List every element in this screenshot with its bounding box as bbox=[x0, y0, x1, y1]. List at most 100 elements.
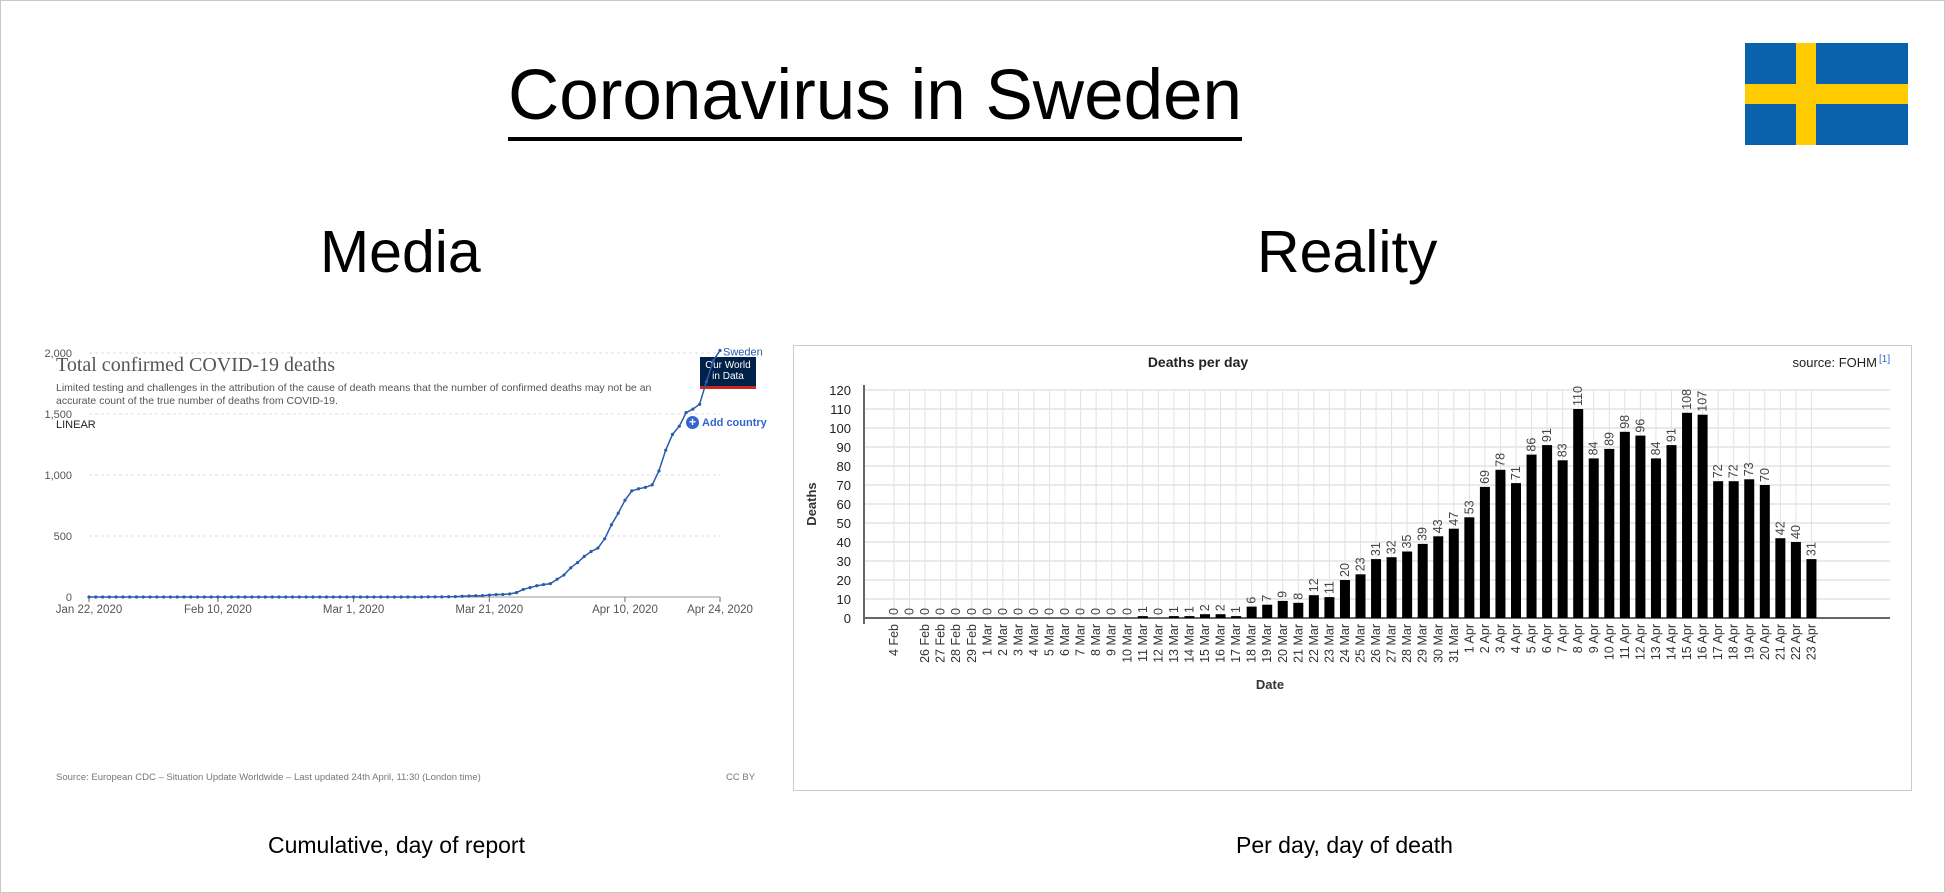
bar-value-label: 0 bbox=[1058, 608, 1072, 615]
bar bbox=[1464, 517, 1475, 618]
deaths-per-day-bar-chart: Deaths per day source: FOHM [1]01020304050… bbox=[804, 354, 1890, 692]
x-tick-label: 17 Apr bbox=[1711, 624, 1725, 660]
bar-value-label: 0 bbox=[934, 608, 948, 615]
bar-value-label: 8 bbox=[1291, 593, 1305, 600]
bar bbox=[1542, 445, 1553, 618]
x-tick-label: 26 Feb bbox=[918, 624, 932, 663]
reality-heading: Reality bbox=[1257, 219, 1438, 285]
data-point bbox=[257, 595, 261, 599]
slide-title: Coronavirus in Sweden bbox=[0, 55, 1750, 141]
bar bbox=[1200, 614, 1210, 618]
x-tick-label: 2 Apr bbox=[1478, 624, 1492, 653]
data-point bbox=[413, 595, 417, 599]
bar bbox=[1371, 559, 1382, 618]
bar-value-label: 42 bbox=[1773, 521, 1787, 535]
x-tick-label: 13 Mar bbox=[1167, 624, 1181, 663]
bar-value-label: 0 bbox=[1027, 608, 1041, 615]
x-tick-label: 22 Mar bbox=[1307, 624, 1321, 663]
data-point bbox=[440, 595, 444, 599]
bar-value-label: 72 bbox=[1727, 464, 1741, 478]
bar bbox=[1339, 580, 1350, 618]
data-point bbox=[155, 595, 159, 599]
bar-value-label: 0 bbox=[903, 608, 917, 615]
data-point bbox=[263, 595, 268, 599]
x-tick-label: 4 Feb bbox=[887, 624, 901, 656]
bar-value-label: 86 bbox=[1525, 438, 1539, 452]
bar-value-label: 2 bbox=[1198, 604, 1212, 611]
bar-value-label: 0 bbox=[996, 608, 1010, 615]
bar-value-label: 89 bbox=[1602, 432, 1616, 446]
cumulative-line-chart: 0 500 1,000 1,500 2,000 Jan 22, 2020 Feb 10, 2… bbox=[44, 346, 763, 616]
x-tick-label: Feb 10, 2020 bbox=[184, 604, 252, 616]
x-tick-label: 1 Mar bbox=[980, 624, 994, 656]
data-point bbox=[297, 595, 301, 599]
data-point bbox=[698, 402, 702, 406]
bar-value-label: 0 bbox=[1089, 608, 1103, 615]
x-tick-label: 16 Apr bbox=[1696, 624, 1710, 660]
data-point bbox=[358, 595, 362, 599]
x-tick-label: 19 Apr bbox=[1742, 624, 1756, 660]
bar-value-label: 53 bbox=[1462, 500, 1476, 514]
bar-value-label: 39 bbox=[1416, 527, 1430, 541]
data-point bbox=[202, 595, 206, 599]
bar bbox=[1604, 448, 1615, 618]
bar-value-label: 0 bbox=[980, 608, 994, 615]
data-point bbox=[419, 595, 424, 599]
bar-value-label: 32 bbox=[1385, 540, 1399, 554]
slide-title-text: Coronavirus in Sweden bbox=[507, 56, 1243, 141]
data-point bbox=[643, 485, 647, 489]
scale-toggle[interactable]: LINEAR bbox=[56, 419, 96, 431]
data-point bbox=[609, 523, 614, 527]
bar-value-label: 9 bbox=[1276, 591, 1290, 598]
add-country-button[interactable]: + Add country bbox=[686, 416, 767, 429]
data-point bbox=[114, 595, 118, 599]
data-point bbox=[480, 594, 485, 598]
data-point bbox=[677, 424, 681, 428]
data-point bbox=[324, 595, 329, 599]
bar-value-label: 1 bbox=[1167, 606, 1181, 613]
bar-chart-title: Deaths per day bbox=[1148, 354, 1249, 370]
bar-value-label: 70 bbox=[1758, 468, 1772, 482]
sweden-flag-icon bbox=[1745, 43, 1908, 145]
data-point bbox=[650, 483, 654, 487]
bar-value-label: 1 bbox=[1182, 606, 1196, 613]
data-point bbox=[494, 592, 498, 597]
owid-logo-line2: in Data bbox=[712, 371, 744, 382]
x-tick-label: 7 Apr bbox=[1556, 624, 1570, 653]
owid-license[interactable]: CC BY bbox=[726, 772, 756, 783]
bar-value-label: 11 bbox=[1322, 581, 1336, 594]
bar-value-label: 108 bbox=[1680, 389, 1694, 410]
add-country-label: Add country bbox=[702, 417, 767, 429]
data-point bbox=[474, 594, 478, 598]
x-tick-label: 27 Mar bbox=[1385, 624, 1399, 663]
data-point bbox=[318, 595, 322, 599]
series-label: Sweden bbox=[723, 346, 763, 358]
bar bbox=[1184, 616, 1195, 618]
x-axis-label: Date bbox=[1256, 677, 1284, 692]
bar-value-label: 84 bbox=[1649, 441, 1663, 455]
bar-value-label: 0 bbox=[1074, 608, 1088, 615]
bar bbox=[1231, 616, 1242, 618]
bar-value-label: 1 bbox=[1229, 606, 1243, 613]
data-point bbox=[277, 595, 281, 599]
bar bbox=[1713, 481, 1724, 618]
deaths-per-day-panel: Deaths per day source: FOHM [1] 0 10 20 30 40 50… bbox=[793, 345, 1912, 791]
bar-value-label: 12 bbox=[1307, 578, 1321, 592]
bar-value-label: 0 bbox=[1120, 608, 1134, 615]
data-point bbox=[270, 595, 274, 599]
data-point bbox=[487, 593, 491, 597]
x-tick-label: 15 Mar bbox=[1198, 624, 1212, 663]
bar-value-label: 6 bbox=[1245, 597, 1259, 604]
bar-value-label: 35 bbox=[1400, 535, 1414, 549]
x-tick-label: Mar 21, 2020 bbox=[455, 604, 523, 616]
x-tick-label: 11 Apr bbox=[1618, 624, 1632, 659]
bar bbox=[1293, 602, 1304, 618]
data-point bbox=[691, 407, 695, 411]
data-point bbox=[521, 587, 525, 592]
y-tick-label: 90 bbox=[837, 440, 851, 455]
bar-value-label: 2 bbox=[1214, 604, 1228, 611]
x-tick-label: 4 Mar bbox=[1027, 624, 1041, 656]
data-point bbox=[501, 592, 505, 597]
bar bbox=[1324, 597, 1335, 618]
y-axis-label: Deaths bbox=[804, 482, 819, 525]
